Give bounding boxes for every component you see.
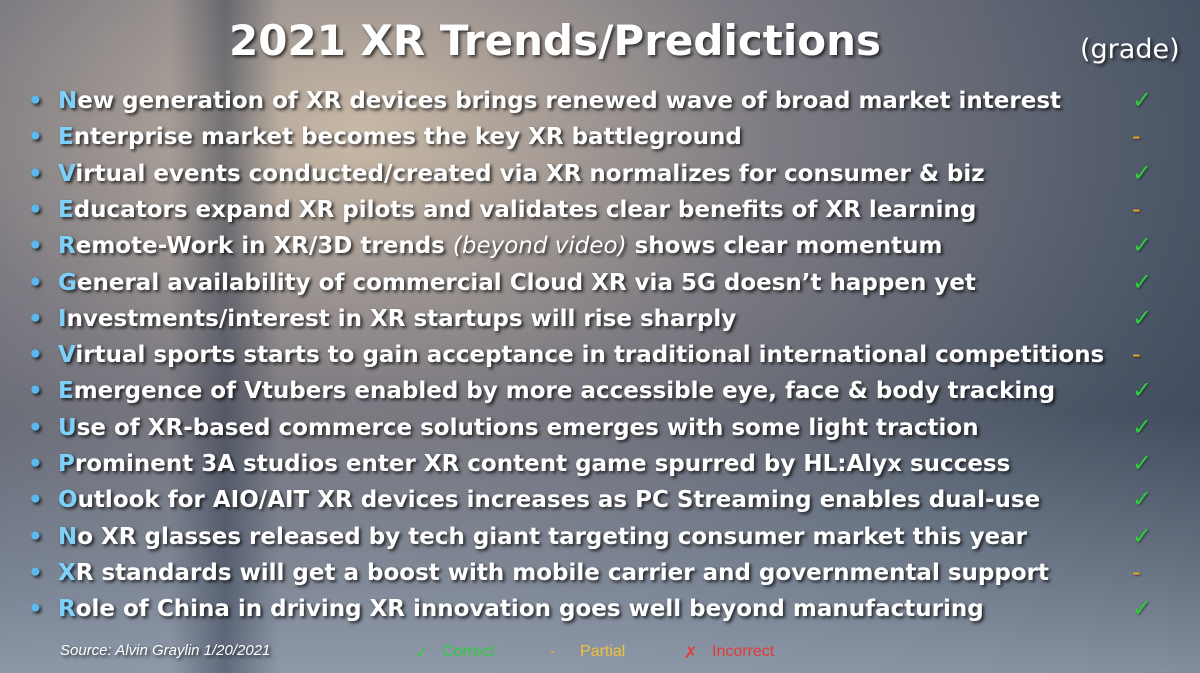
item-initial: N (58, 88, 78, 114)
item: • Role of China in driving XR innovation … (28, 596, 984, 622)
bullet: • (28, 487, 43, 514)
item-initial: V (58, 160, 76, 187)
item: • New generation of XR devices brings ren… (28, 88, 1061, 114)
grade: ✓ (1132, 449, 1153, 477)
item-text: mergence of Vtubers enabled by more acce… (73, 378, 1056, 405)
bullet: • (28, 596, 43, 623)
item-text: eneral availability of commercial Cloud … (76, 269, 976, 296)
item-text: R standards will get a boost with mobile… (75, 559, 1049, 586)
item-text: ew generation of XR devices brings renew… (77, 88, 1062, 114)
item: • XR standards will get a boost with mobi… (28, 560, 1049, 586)
grade: - (1132, 122, 1141, 151)
item: • Virtual sports starts to gain acceptanc… (28, 342, 1104, 368)
item-text: rominent 3A studios enter XR content gam… (74, 451, 1011, 477)
item-initial: O (58, 487, 78, 514)
bullet: • (28, 233, 43, 260)
item-text: utlook for AIO/AIT XR devices increases … (77, 487, 1041, 514)
item: • General availability of commercial Clou… (28, 270, 976, 296)
source: Source: Alvin Graylin 1/20/2021 (60, 642, 271, 659)
item: • No XR glasses released by tech giant ta… (28, 524, 1027, 550)
item-initial: R (58, 233, 76, 260)
grade: ✓ (1132, 594, 1153, 623)
item: • Prominent 3A studios enter XR content g… (28, 451, 1010, 477)
item-initial: G (58, 269, 77, 296)
item-text: nvestments/interest in XR startups will … (66, 305, 737, 332)
item-text: emote-Work in XR/3D trends (75, 233, 453, 260)
item-initial: V (58, 342, 76, 369)
bullet: • (28, 196, 43, 223)
item-text: se of XR-based commerce solutions emerge… (76, 414, 979, 441)
item: • Emergence of Vtubers enabled by more ac… (28, 378, 1055, 404)
item: • Educators expand XR pilots and validate… (28, 197, 976, 223)
item-text: nterprise market becomes the key XR batt… (73, 124, 742, 151)
legend-symbol: ✓ (415, 645, 429, 662)
legend-label: Correct (442, 643, 495, 660)
grade-header: (grade) (1080, 34, 1180, 65)
bullet: • (28, 523, 43, 550)
item-text: irtual sports starts to gain acceptance … (75, 342, 1105, 369)
item: • Outlook for AIO/AIT XR devices increase… (28, 487, 1040, 513)
grade: ✓ (1132, 303, 1153, 332)
item-initial: E (58, 124, 74, 151)
legend-symbol: ✗ (684, 645, 698, 662)
bullet: • (28, 88, 43, 114)
bullet: • (28, 451, 43, 477)
item-text: ole of China in driving XR innovation go… (75, 596, 984, 623)
item-initial: I (58, 305, 67, 332)
bullet: • (28, 378, 43, 405)
bullet: • (28, 414, 43, 441)
grade: ✓ (1132, 267, 1153, 296)
bullet: • (28, 342, 43, 369)
slide-title: 2021 XR Trends/Predictions (229, 16, 881, 65)
bullet: • (28, 160, 43, 187)
legend-symbol: - (550, 643, 556, 660)
item-initial: P (58, 451, 75, 477)
grade: - (1132, 557, 1141, 586)
legend-label: Incorrect (712, 643, 775, 660)
item-text: ducators expand XR pilots and validates … (73, 196, 977, 223)
grade: ✓ (1132, 158, 1153, 187)
item: • Virtual events conducted/created via XR… (28, 161, 985, 187)
bullet: • (28, 305, 43, 332)
grade: ✓ (1132, 86, 1153, 114)
grade: ✓ (1132, 376, 1153, 405)
grade: - (1132, 340, 1141, 369)
item-initial: X (58, 559, 76, 586)
bullet: • (28, 269, 43, 296)
item-initial: N (58, 523, 78, 550)
item: • Investments/interest in XR startups wil… (28, 306, 736, 332)
grade: ✓ (1132, 412, 1153, 441)
item-initial: E (58, 378, 74, 405)
item-text: irtual events conducted/created via XR n… (75, 160, 985, 187)
item: • Enterprise market becomes the key XR ba… (28, 124, 742, 150)
item: • Remote-Work in XR/3D trends (beyond vid… (28, 233, 942, 259)
grade: ✓ (1132, 231, 1153, 260)
item-text-after: shows clear momentum (626, 233, 943, 260)
grade: - (1132, 194, 1141, 223)
bullet: • (28, 124, 43, 151)
legend-label: Partial (580, 643, 626, 660)
item-initial: E (58, 196, 74, 223)
item-text: o XR glasses released by tech giant targ… (77, 523, 1028, 550)
item-initial: U (58, 414, 77, 441)
grade: ✓ (1132, 485, 1153, 514)
bullet: • (28, 559, 43, 586)
item-initial: R (58, 596, 76, 623)
item-italic: (beyond video) (452, 233, 627, 260)
item: • Use of XR-based commerce solutions emer… (28, 415, 979, 441)
grade: ✓ (1132, 521, 1153, 550)
